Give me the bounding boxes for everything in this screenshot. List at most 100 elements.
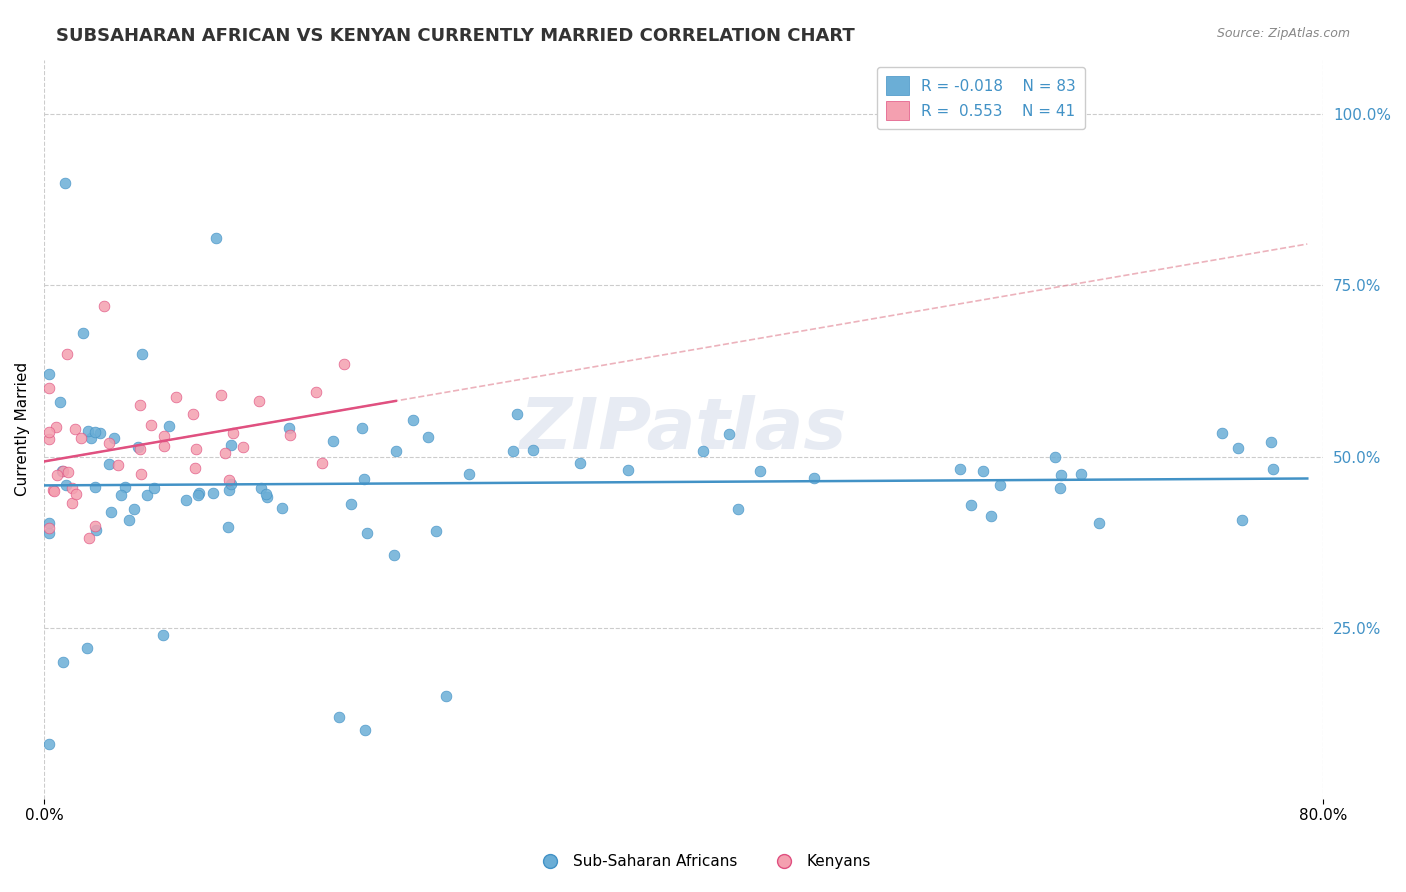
Sub-Saharan Africans (340, 497, 363, 511)
Sub-Saharan Africans (458, 467, 481, 481)
Kenyans (38, 425, 60, 439)
Sub-Saharan Africans (187, 488, 209, 502)
Sub-Saharan Africans (385, 443, 408, 458)
Sub-Saharan Africans (103, 431, 125, 445)
Sub-Saharan Africans (38, 368, 60, 382)
Kenyans (333, 357, 356, 371)
Kenyans (107, 458, 129, 473)
Kenyans (63, 422, 86, 436)
Sub-Saharan Africans (1070, 467, 1092, 482)
Kenyans (38, 433, 60, 447)
Kenyans (165, 390, 187, 404)
Kenyans (56, 347, 79, 361)
Sub-Saharan Africans (51, 464, 73, 478)
Sub-Saharan Africans (988, 477, 1011, 491)
Kenyans (152, 439, 174, 453)
Sub-Saharan Africans (219, 438, 242, 452)
Sub-Saharan Africans (980, 508, 1002, 523)
Kenyans (214, 446, 236, 460)
Sub-Saharan Africans (80, 431, 103, 445)
Sub-Saharan Africans (38, 526, 60, 541)
Sub-Saharan Africans (157, 419, 180, 434)
Sub-Saharan Africans (718, 426, 741, 441)
Sub-Saharan Africans (692, 443, 714, 458)
Kenyans (153, 429, 176, 443)
Sub-Saharan Africans (1261, 462, 1284, 476)
Sub-Saharan Africans (416, 430, 439, 444)
Kenyans (98, 436, 121, 450)
Sub-Saharan Africans (131, 347, 153, 361)
Kenyans (128, 398, 150, 412)
Sub-Saharan Africans (38, 516, 60, 530)
Sub-Saharan Africans (353, 472, 375, 486)
Text: ZIPatlas: ZIPatlas (520, 394, 848, 464)
Kenyans (60, 496, 83, 510)
Sub-Saharan Africans (217, 520, 239, 534)
Sub-Saharan Africans (52, 655, 75, 669)
Sub-Saharan Africans (568, 456, 591, 470)
Sub-Saharan Africans (522, 443, 544, 458)
Kenyans (38, 381, 60, 395)
Sub-Saharan Africans (127, 441, 149, 455)
Kenyans (278, 428, 301, 442)
Kenyans (218, 473, 240, 487)
Kenyans (209, 388, 232, 402)
Legend: R = -0.018    N = 83, R =  0.553    N = 41: R = -0.018 N = 83, R = 0.553 N = 41 (877, 67, 1085, 129)
Kenyans (186, 442, 208, 457)
Sub-Saharan Africans (89, 425, 111, 440)
Sub-Saharan Africans (382, 548, 405, 562)
Y-axis label: Currently Married: Currently Married (15, 362, 30, 496)
Sub-Saharan Africans (53, 176, 76, 190)
Sub-Saharan Africans (55, 478, 77, 492)
Sub-Saharan Africans (328, 709, 350, 723)
Sub-Saharan Africans (84, 425, 107, 440)
Sub-Saharan Africans (122, 502, 145, 516)
Sub-Saharan Africans (949, 462, 972, 476)
Kenyans (184, 461, 207, 475)
Sub-Saharan Africans (1211, 425, 1233, 440)
Sub-Saharan Africans (1049, 481, 1071, 495)
Sub-Saharan Africans (506, 407, 529, 421)
Sub-Saharan Africans (356, 525, 378, 540)
Sub-Saharan Africans (1260, 435, 1282, 450)
Sub-Saharan Africans (83, 480, 105, 494)
Sub-Saharan Africans (201, 485, 224, 500)
Sub-Saharan Africans (352, 421, 374, 435)
Sub-Saharan Africans (1043, 450, 1066, 464)
Kenyans (60, 481, 83, 495)
Kenyans (311, 456, 333, 470)
Sub-Saharan Africans (354, 723, 377, 738)
Kenyans (247, 393, 270, 408)
Sub-Saharan Africans (188, 486, 211, 500)
Kenyans (44, 484, 66, 499)
Sub-Saharan Africans (98, 457, 121, 471)
Sub-Saharan Africans (803, 471, 825, 485)
Sub-Saharan Africans (135, 488, 157, 502)
Sub-Saharan Africans (1230, 513, 1253, 527)
Kenyans (65, 487, 87, 501)
Sub-Saharan Africans (143, 481, 166, 495)
Sub-Saharan Africans (76, 641, 98, 656)
Sub-Saharan Africans (174, 493, 197, 508)
Sub-Saharan Africans (218, 483, 240, 497)
Kenyans (93, 299, 115, 313)
Kenyans (56, 465, 79, 479)
Sub-Saharan Africans (322, 434, 344, 448)
Sub-Saharan Africans (84, 524, 107, 538)
Sub-Saharan Africans (100, 505, 122, 519)
Kenyans (232, 440, 254, 454)
Kenyans (222, 426, 245, 441)
Sub-Saharan Africans (271, 501, 294, 516)
Sub-Saharan Africans (72, 326, 94, 341)
Kenyans (46, 467, 69, 482)
Kenyans (84, 519, 107, 533)
Kenyans (305, 384, 328, 399)
Sub-Saharan Africans (205, 230, 228, 244)
Legend: Sub-Saharan Africans, Kenyans: Sub-Saharan Africans, Kenyans (529, 848, 877, 875)
Sub-Saharan Africans (1050, 467, 1073, 482)
Sub-Saharan Africans (434, 689, 457, 703)
Text: Source: ZipAtlas.com: Source: ZipAtlas.com (1216, 27, 1350, 40)
Kenyans (52, 465, 75, 479)
Sub-Saharan Africans (256, 490, 278, 504)
Sub-Saharan Africans (502, 444, 524, 458)
